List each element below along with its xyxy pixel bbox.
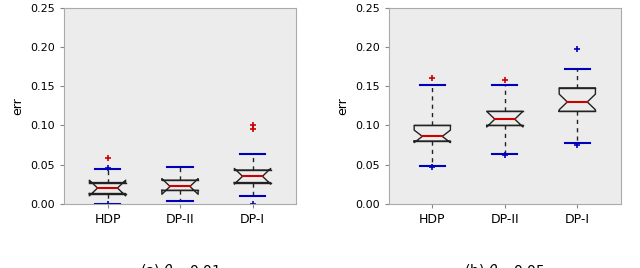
Text: (b) $\theta = 0.05$: (b) $\theta = 0.05$ <box>464 262 545 268</box>
Y-axis label: err: err <box>12 97 25 115</box>
Y-axis label: err: err <box>337 97 349 115</box>
Text: (a) $\theta = 0.01$: (a) $\theta = 0.01$ <box>140 262 220 268</box>
